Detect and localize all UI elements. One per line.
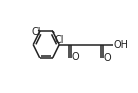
Text: O: O — [103, 53, 111, 63]
Text: Cl: Cl — [31, 27, 41, 37]
Text: O: O — [71, 52, 79, 62]
Text: OH: OH — [113, 40, 128, 50]
Text: Cl: Cl — [54, 35, 64, 45]
